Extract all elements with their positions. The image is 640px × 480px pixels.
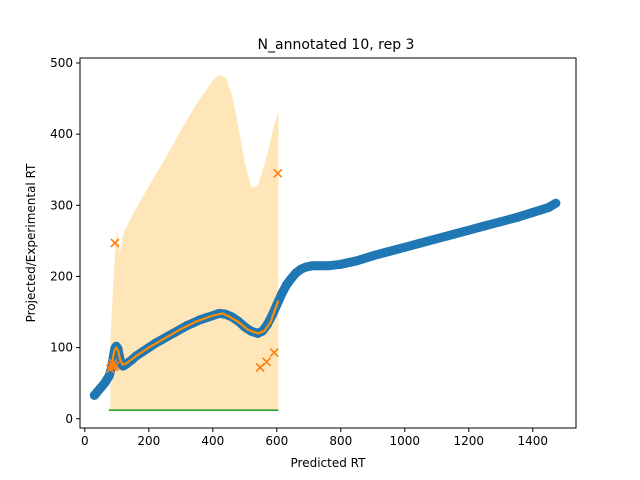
x-tick-label: 800	[329, 434, 352, 448]
x-tick-label: 1400	[518, 434, 549, 448]
y-tick-label: 100	[50, 341, 73, 355]
y-tick-label: 300	[50, 198, 73, 212]
x-tick-label: 1000	[390, 434, 421, 448]
chart-title: N_annotated 10, rep 3	[258, 37, 415, 53]
y-tick-label: 400	[50, 127, 73, 141]
x-tick-label: 0	[81, 434, 89, 448]
y-tick-label: 0	[65, 412, 73, 426]
annotated-point	[269, 348, 279, 358]
fit-line	[109, 300, 280, 370]
projection-point	[89, 390, 99, 400]
y-axis: 0 100 200 300 400 500	[50, 56, 80, 426]
annotated-point	[262, 357, 272, 367]
x-tick-label: 600	[265, 434, 288, 448]
x-axis: 0 200 400 600 800 1000 1200 1400	[81, 428, 548, 448]
x-tick-label: 1200	[454, 434, 485, 448]
y-tick-label: 200	[50, 269, 73, 283]
axes-frame	[79, 57, 577, 429]
annotated-point	[110, 360, 121, 370]
y-tick-label: 500	[50, 56, 73, 70]
confidence-band	[110, 75, 279, 411]
x-tick-label: 400	[201, 434, 224, 448]
y-axis-label: Projected/Experimental RT	[24, 163, 38, 322]
plot-area	[89, 75, 561, 412]
annotated-point	[110, 238, 120, 248]
x-tick-label: 200	[137, 434, 160, 448]
x-axis-label: Predicted RT	[291, 456, 367, 470]
annotated-point	[273, 168, 283, 178]
